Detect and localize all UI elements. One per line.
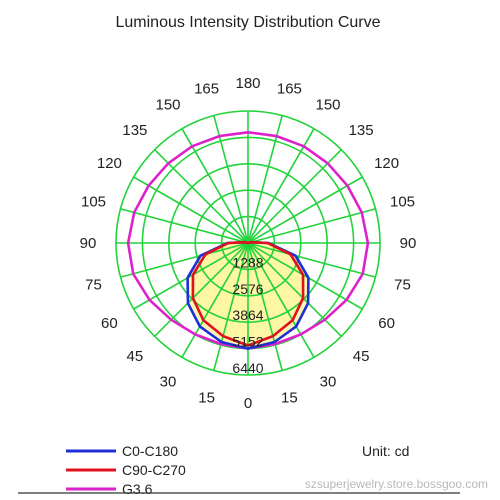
angle-label: 30 bbox=[160, 374, 177, 391]
angle-label: 165 bbox=[194, 81, 219, 98]
radial-tick-labels: 1288 2576 3864 5152 6440 bbox=[232, 254, 263, 376]
angle-label: 30 bbox=[320, 374, 337, 391]
angle-labels: 0 153045607590105120135150165180153045607… bbox=[80, 75, 417, 412]
legend: C0-C180 C90-C270 G3.6 bbox=[66, 443, 186, 497]
angle-label: 105 bbox=[390, 194, 415, 211]
angle-label: 150 bbox=[315, 96, 340, 113]
legend-label-c90-c270: C90-C270 bbox=[122, 462, 186, 478]
chart-title: Luminous Intensity Distribution Curve bbox=[115, 14, 380, 31]
watermark: szsuperjewelry.store.bossgoo.com bbox=[305, 477, 488, 491]
legend-label-c0-c180: C0-C180 bbox=[122, 443, 178, 459]
legend-label-g3-6: G3.6 bbox=[122, 481, 153, 497]
radial-tick-label: 2576 bbox=[232, 281, 263, 297]
angle-label: 105 bbox=[81, 194, 106, 211]
angle-label: 75 bbox=[85, 276, 102, 293]
angle-label: 165 bbox=[277, 81, 302, 98]
angle-label: 45 bbox=[353, 348, 370, 365]
angle-label: 180 bbox=[235, 75, 260, 92]
angle-label: 0 bbox=[244, 395, 252, 412]
angle-label: 135 bbox=[122, 122, 147, 139]
angle-label: 150 bbox=[155, 96, 180, 113]
angle-label: 90 bbox=[80, 235, 97, 252]
angle-label: 120 bbox=[97, 155, 122, 172]
radial-tick-label: 5152 bbox=[232, 334, 263, 350]
angle-label: 75 bbox=[394, 276, 411, 293]
series-layer bbox=[126, 131, 370, 350]
radial-tick-label: 3864 bbox=[232, 307, 263, 323]
angle-label: 45 bbox=[127, 348, 144, 365]
radial-tick-label: 6440 bbox=[232, 360, 263, 376]
series-line-g3-6 bbox=[126, 131, 370, 350]
angle-label: 135 bbox=[349, 122, 374, 139]
angle-label: 90 bbox=[400, 235, 417, 252]
angle-label: 60 bbox=[101, 315, 118, 332]
series-line-c90-c270 bbox=[191, 240, 305, 347]
angle-label: 120 bbox=[374, 155, 399, 172]
angle-label: 15 bbox=[281, 390, 298, 407]
unit-label: Unit: cd bbox=[362, 443, 409, 459]
radial-tick-label: 1288 bbox=[232, 254, 263, 270]
angle-label: 60 bbox=[378, 315, 395, 332]
angle-label: 15 bbox=[198, 390, 215, 407]
